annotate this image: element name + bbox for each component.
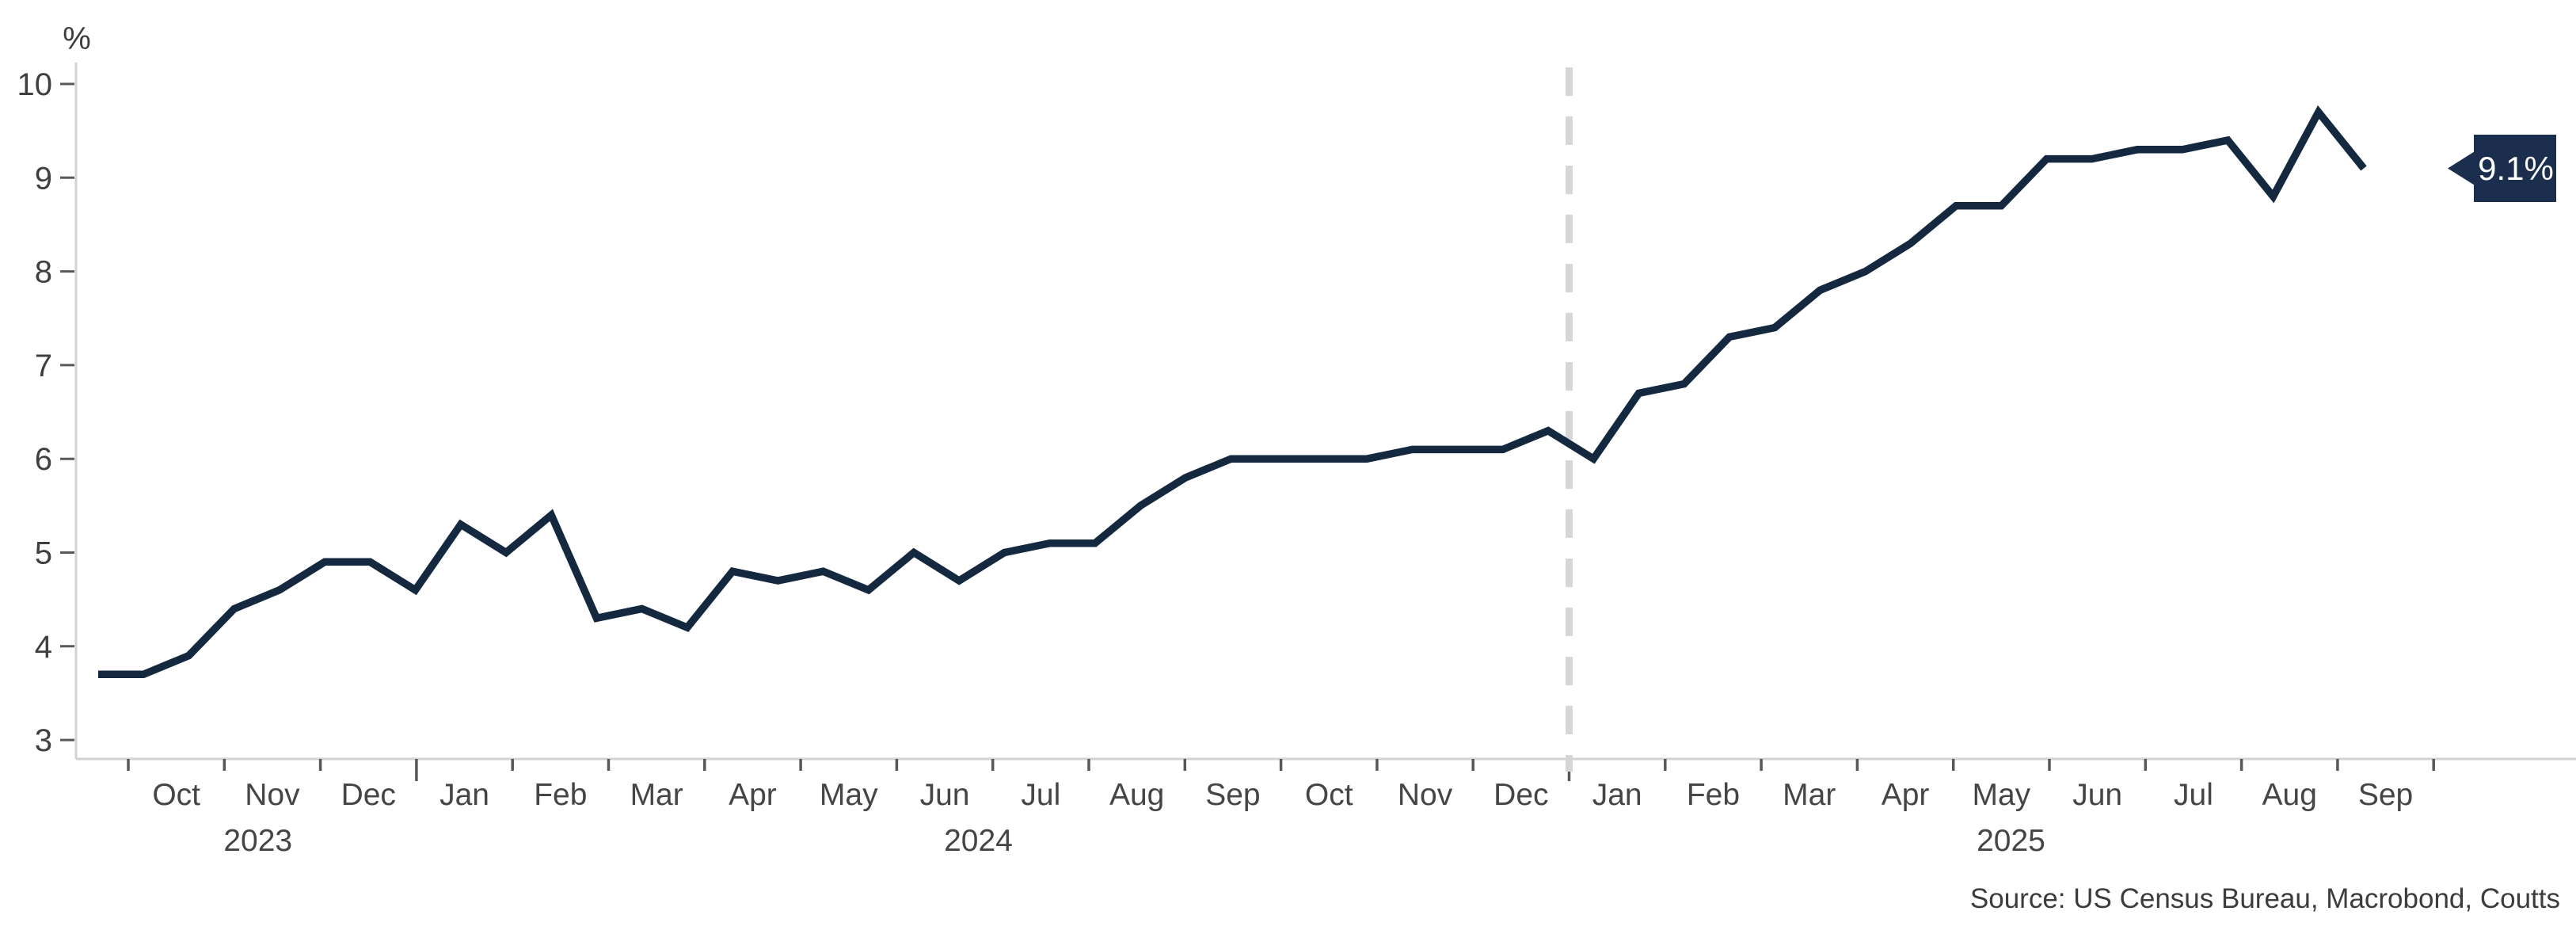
- x-axis-month-label: Oct: [152, 778, 200, 812]
- x-axis-month-label: Mar: [1783, 778, 1836, 812]
- x-axis-month-label: Jul: [1021, 778, 1060, 812]
- data-line: [98, 105, 2367, 679]
- x-axis-month-label: Apr: [1882, 778, 1930, 812]
- x-axis-month-label: Mar: [630, 778, 683, 812]
- x-axis-year-label: 2024: [944, 824, 1013, 858]
- y-axis-tick-label: 8: [35, 255, 52, 290]
- x-axis-month-label: Sep: [1205, 778, 1260, 812]
- callout-box: [2474, 135, 2556, 202]
- y-axis-tick-label: 5: [35, 536, 52, 571]
- y-axis-unit-label: %: [63, 21, 91, 56]
- y-axis-tick-label: 7: [35, 349, 52, 383]
- x-axis-month-label: Aug: [2262, 778, 2317, 812]
- x-axis-month-label: Dec: [341, 778, 396, 812]
- x-axis-month-label: Jun: [920, 778, 970, 812]
- y-axis-tick-label: 10: [17, 67, 53, 102]
- x-axis-year-label: 2023: [223, 824, 292, 858]
- x-axis-month-label: Jun: [2072, 778, 2122, 812]
- x-axis-month-label: Jan: [439, 778, 489, 812]
- x-axis-month-label: Dec: [1493, 778, 1548, 812]
- y-axis-tick-label: 4: [35, 630, 52, 665]
- callout-value-label: 9.1%: [2478, 150, 2554, 187]
- x-axis-month-label: Feb: [1687, 778, 1740, 812]
- x-axis-month-label: May: [1973, 778, 2031, 812]
- y-axis-tick-label: 9: [35, 161, 52, 196]
- callout-arrow-icon: [2448, 151, 2475, 186]
- axes: 10 9 8 7 6 5 4 3 Oct Nov Dec Jan Feb Mar Apr May Jun Jul A…: [17, 63, 2576, 858]
- x-axis-month-label: Nov: [245, 778, 300, 812]
- source-note: Source: US Census Bureau, Macrobond, Cou…: [1970, 883, 2560, 914]
- x-axis-month-label: Jul: [2174, 778, 2213, 812]
- x-axis-month-label: Oct: [1305, 778, 1353, 812]
- x-axis-month-label: Apr: [729, 778, 777, 812]
- x-axis-month-label: Aug: [1109, 778, 1164, 812]
- value-callout: 9.1%: [2448, 135, 2556, 202]
- x-axis-month-label: Sep: [2358, 778, 2413, 812]
- y-axis-tick-label: 3: [35, 723, 52, 758]
- x-axis-month-label: Feb: [534, 778, 587, 812]
- x-axis-month-label: Jan: [1592, 778, 1642, 812]
- x-axis-month-label: Nov: [1398, 778, 1453, 812]
- x-axis-month-label: May: [820, 778, 878, 812]
- x-axis-year-label: 2025: [1977, 824, 2045, 858]
- data-series: [98, 105, 2367, 679]
- y-axis-tick-label: 6: [35, 442, 52, 477]
